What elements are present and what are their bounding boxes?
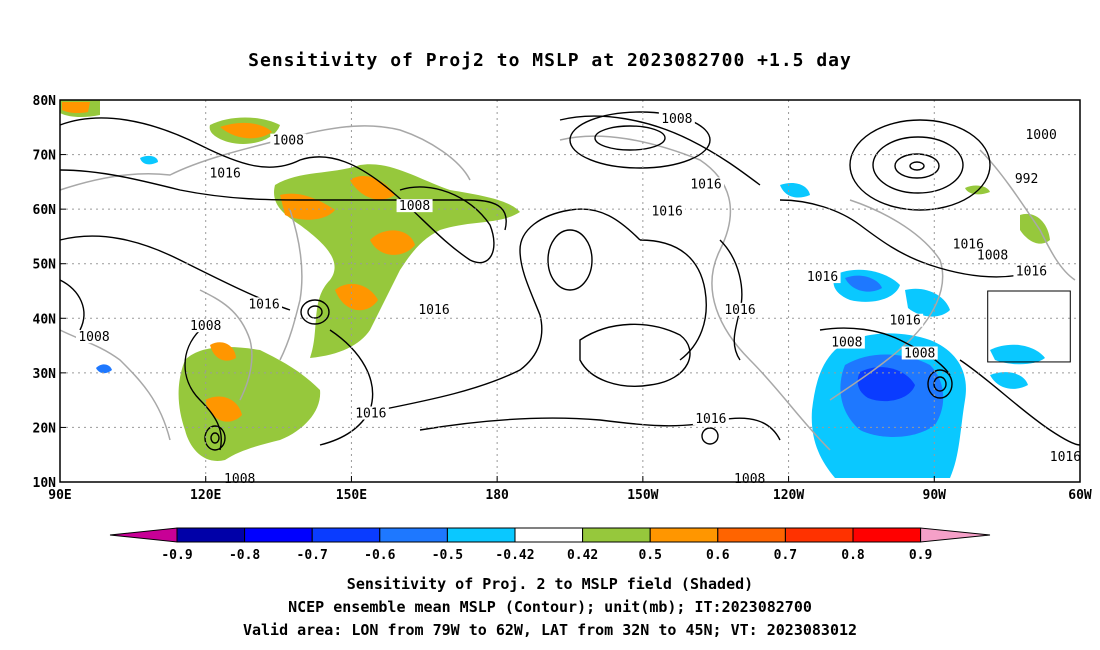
mslp-contours bbox=[59, 111, 1081, 451]
contour-label: 1008 bbox=[190, 319, 221, 334]
colorbar-swatch bbox=[379, 527, 448, 543]
colorbar-swatch bbox=[784, 527, 854, 543]
contour-label-bg bbox=[974, 248, 1011, 262]
lat-tick-label: 10N bbox=[33, 476, 57, 491]
contour-label-bg bbox=[1023, 128, 1060, 142]
contour-label: 1016 bbox=[1016, 265, 1047, 280]
colorbar-label: -0.42 bbox=[495, 548, 534, 563]
contour-label-bg bbox=[207, 166, 244, 180]
contour-label: 1016 bbox=[248, 297, 279, 312]
colorbar-swatch bbox=[514, 527, 584, 543]
lat-tick-label: 20N bbox=[33, 421, 57, 436]
caption-line-3: Valid area: LON from 79W to 62W, LAT fro… bbox=[242, 621, 858, 639]
contour-label: 1016 bbox=[418, 303, 449, 318]
colorbar-label: 0.42 bbox=[567, 548, 598, 563]
contour-label: 1008 bbox=[734, 472, 765, 487]
lat-tick-label: 50N bbox=[33, 258, 57, 273]
colorbar-swatch bbox=[176, 527, 246, 543]
lat-tick-label: 70N bbox=[33, 149, 57, 164]
valid-area-box bbox=[987, 290, 1071, 363]
colorbar-label: -0.9 bbox=[161, 548, 192, 563]
contour-label-bg bbox=[950, 237, 987, 251]
contour-label-bg bbox=[901, 346, 938, 360]
lon-tick-label: 90E bbox=[48, 488, 71, 503]
contour-label: 1008 bbox=[977, 248, 1008, 263]
contour-label-bg bbox=[722, 302, 758, 316]
lat-tick-label: 30N bbox=[33, 367, 57, 382]
caption-line-1: Sensitivity of Proj. 2 to MSLP field (Sh… bbox=[346, 575, 754, 593]
contour-label: 1008 bbox=[831, 336, 862, 351]
caption-line-2: NCEP ensemble mean MSLP (Contour); unit(… bbox=[288, 598, 812, 616]
contour-label: 1016 bbox=[355, 407, 386, 422]
contour-label-bg bbox=[828, 335, 865, 349]
contour-label-bg bbox=[658, 111, 695, 125]
lon-tick-label: 150W bbox=[627, 488, 658, 503]
colorbar-label: 0.5 bbox=[638, 548, 661, 563]
colorbar: -0.9 -0.8 -0.7 -0.6 -0.5 -0.42 0.42 0.5 0.6 0.7 0.… bbox=[109, 527, 991, 563]
colorbar-label: 0.6 bbox=[706, 548, 730, 563]
contour-label-bg bbox=[270, 133, 307, 147]
contour-label: 1008 bbox=[273, 134, 304, 149]
contour-label-bg bbox=[246, 297, 282, 311]
contour-label: 1000 bbox=[1025, 128, 1056, 143]
contour-label: 1016 bbox=[807, 270, 838, 285]
colorbar-label: 0.8 bbox=[841, 548, 865, 563]
lat-axis: 80N 70N 60N 50N 40N 30N 20N 10N bbox=[33, 94, 66, 491]
colorbar-label: 0.7 bbox=[774, 548, 797, 563]
contour-label: 1016 bbox=[690, 177, 721, 192]
contour-label: 1016 bbox=[651, 205, 682, 220]
colorbar-swatch bbox=[446, 527, 516, 543]
contour-label-bg bbox=[76, 330, 112, 344]
contour-label: 1016 bbox=[1050, 450, 1081, 465]
contour-label: 1016 bbox=[724, 303, 755, 318]
contour-label-bg bbox=[1012, 171, 1041, 185]
contour-label-bg bbox=[396, 199, 433, 213]
contour-label: 1008 bbox=[224, 472, 255, 487]
contour-label-bg bbox=[688, 177, 724, 191]
contour-label: 1008 bbox=[904, 346, 935, 361]
contour-label: 1016 bbox=[695, 412, 726, 427]
colorbar-swatch bbox=[582, 527, 651, 543]
colorbar-label: -0.6 bbox=[364, 548, 395, 563]
colorbar-swatch bbox=[717, 527, 786, 543]
colorbar-swatch bbox=[244, 527, 313, 543]
contour-label-bg bbox=[1047, 450, 1084, 464]
contour-label: 1008 bbox=[399, 199, 430, 214]
contour-label-bg bbox=[187, 319, 224, 333]
contour-label-bg bbox=[416, 302, 452, 316]
contour-label-bg bbox=[649, 204, 686, 218]
colorbar-label: -0.7 bbox=[297, 548, 328, 563]
contour-label: 1016 bbox=[209, 166, 240, 181]
colorbar-low-triangle bbox=[109, 527, 178, 543]
contour-label: 1016 bbox=[889, 314, 920, 329]
contour-label: 992 bbox=[1015, 172, 1038, 187]
lon-tick-label: 60W bbox=[1068, 488, 1092, 503]
lon-tick-label: 150E bbox=[336, 488, 367, 503]
contour-label-bg bbox=[692, 411, 729, 425]
contour-label: 1008 bbox=[661, 112, 692, 127]
contour-label-bg bbox=[887, 313, 924, 327]
lon-tick-label: 120E bbox=[190, 488, 221, 503]
lon-tick-label: 90W bbox=[923, 488, 947, 503]
map-title: Sensitivity of Proj2 to MSLP at 20230827… bbox=[248, 50, 852, 71]
contour-label-bg bbox=[804, 270, 841, 284]
colorbar-swatch bbox=[852, 527, 922, 543]
contour-label-bg bbox=[1013, 264, 1050, 278]
lon-tick-label: 180 bbox=[485, 488, 509, 503]
colorbar-high-triangle bbox=[920, 527, 991, 543]
colorbar-swatch bbox=[311, 527, 381, 543]
contour-label: 1008 bbox=[78, 330, 109, 345]
colorbar-label: -0.5 bbox=[432, 548, 463, 563]
lat-tick-label: 60N bbox=[33, 203, 57, 218]
plot-frame bbox=[59, 99, 1081, 483]
colorbar-label: 0.9 bbox=[909, 548, 932, 563]
colorbar-swatch bbox=[649, 527, 719, 543]
colorbar-label: -0.8 bbox=[229, 548, 260, 563]
lon-axis: 90E 120E 150E 180 150W 120W 90W 60W bbox=[48, 476, 1092, 503]
lat-tick-label: 40N bbox=[33, 312, 57, 327]
lon-tick-label: 120W bbox=[773, 488, 804, 503]
lat-tick-label: 80N bbox=[33, 94, 57, 109]
contour-label-bg bbox=[352, 406, 389, 420]
